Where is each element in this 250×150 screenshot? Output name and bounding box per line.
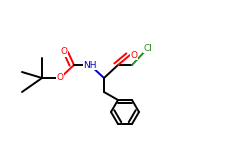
Text: O: O: [56, 74, 64, 82]
Text: O: O: [130, 51, 138, 60]
Text: NH: NH: [83, 60, 97, 69]
Text: Cl: Cl: [144, 44, 152, 52]
Text: O: O: [60, 48, 68, 57]
